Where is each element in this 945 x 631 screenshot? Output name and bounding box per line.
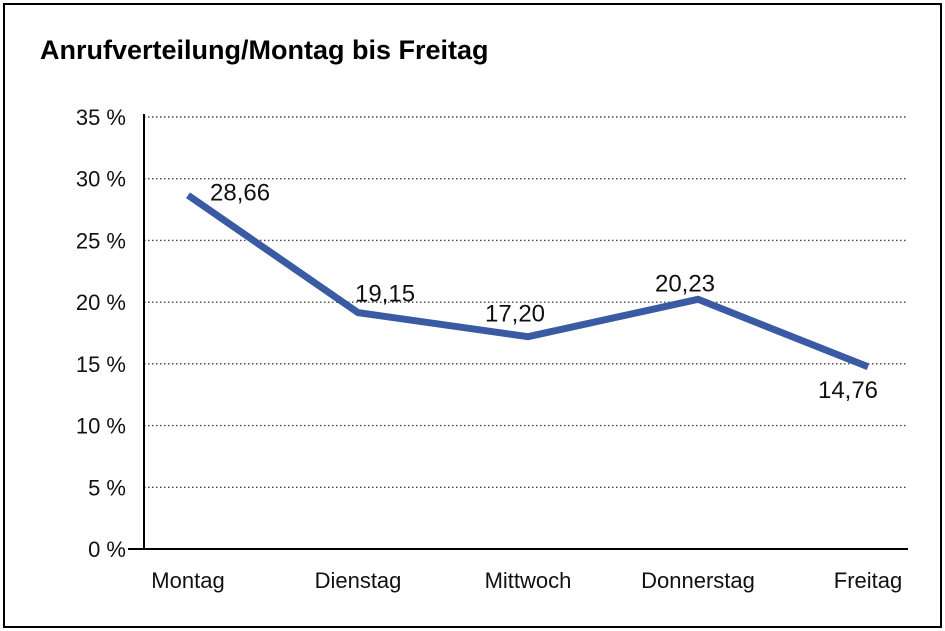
chart-title: Anrufverteilung/Montag bis Freitag (40, 35, 489, 65)
y-tick-label: 35 % (76, 105, 126, 130)
x-tick-label: Mittwoch (485, 568, 572, 593)
data-value-label: 14,76 (818, 377, 878, 404)
y-tick-label: 20 % (76, 290, 126, 315)
y-tick-label: 10 % (76, 414, 126, 439)
y-tick-label: 15 % (76, 352, 126, 377)
data-line (186, 192, 870, 371)
page-border: Anrufverteilung/Montag bis Freitag (3, 3, 942, 628)
y-tick-label: 25 % (76, 228, 126, 253)
y-tick-label: 0 % (88, 537, 126, 562)
x-tick-label: Freitag (834, 568, 902, 593)
data-value-label: 20,23 (655, 270, 715, 297)
x-tick-label: Dienstag (315, 568, 402, 593)
y-tick-label: 30 % (76, 167, 126, 192)
data-value-label: 19,15 (355, 281, 415, 308)
data-value-label: 17,20 (485, 301, 545, 328)
data-value-label: 28,66 (210, 179, 270, 206)
x-tick-label: Donnerstag (641, 568, 755, 593)
y-tick-label: 5 % (88, 475, 126, 500)
x-tick-label: Montag (151, 568, 224, 593)
